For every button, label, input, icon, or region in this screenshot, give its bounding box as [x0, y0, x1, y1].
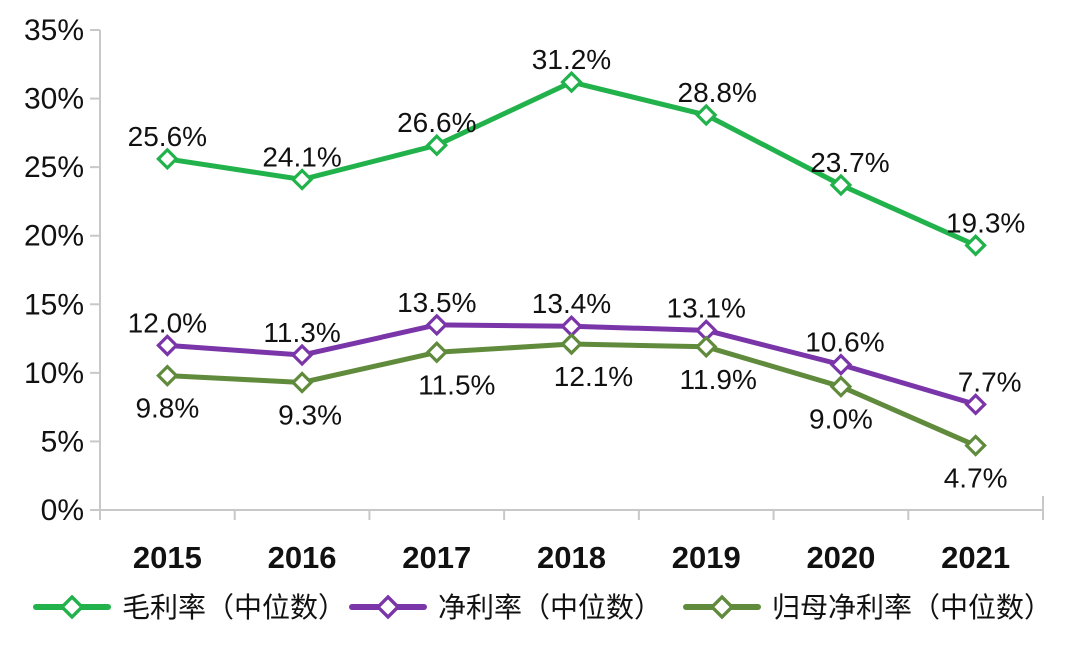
data-point-label: 13.4%	[532, 288, 611, 319]
data-point-label: 28.8%	[678, 77, 757, 108]
data-point-label: 9.0%	[809, 404, 873, 435]
data-point-label: 25.6%	[128, 121, 207, 152]
data-point-marker	[290, 343, 314, 367]
data-point-label: 11.5%	[418, 369, 495, 400]
y-tick-label: 15%	[24, 288, 84, 321]
series-2: 9.8% 9.3% 11.5% 12.1% 11.9% 9.0% 4.7%	[135, 332, 1008, 494]
data-point-marker	[964, 434, 987, 457]
legend-label: 净利率（中位数）	[438, 592, 662, 623]
data-point-marker	[425, 313, 449, 337]
x-category-label: 2015	[133, 540, 202, 575]
data-point-label: 13.1%	[667, 292, 746, 323]
x-category-label: 2016	[268, 540, 337, 575]
data-point-label: 4.7%	[944, 463, 1008, 494]
data-point-marker	[964, 234, 987, 257]
data-point-marker	[156, 364, 179, 387]
data-point-label: 11.3%	[263, 317, 340, 348]
data-point-label: 12.1%	[554, 361, 633, 392]
legend-label: 归母净利率（中位数）	[772, 592, 1052, 623]
x-category-label: 2019	[672, 540, 741, 575]
data-point-label: 26.6%	[397, 107, 476, 138]
legend-item-0: 毛利率（中位数）	[33, 592, 346, 623]
data-point-marker	[156, 334, 179, 357]
data-point-marker	[59, 594, 85, 620]
legend-item-1: 净利率（中位数）	[349, 592, 662, 623]
data-point-marker	[156, 147, 179, 171]
data-point-marker	[829, 173, 853, 197]
data-point-label: 9.8%	[135, 393, 199, 424]
y-tick-label: 25%	[24, 151, 84, 184]
data-point-label: 12.0%	[128, 307, 207, 338]
data-point-marker	[560, 70, 583, 94]
data-point-label: 9.3%	[278, 399, 342, 430]
data-point-label: 10.6%	[805, 327, 884, 358]
y-tick-label: 10%	[24, 357, 84, 390]
legend: 毛利率（中位数） 净利率（中位数） 归母净利率（中位数）	[33, 592, 1052, 623]
data-point-marker	[694, 103, 718, 127]
data-point-marker	[425, 341, 449, 364]
data-point-label: 23.7%	[810, 147, 889, 178]
data-point-marker	[694, 335, 718, 359]
data-point-marker	[829, 353, 853, 376]
legend-item-2: 归母净利率（中位数）	[683, 592, 1052, 623]
y-tick-label: 30%	[24, 83, 84, 116]
data-point-marker	[964, 393, 987, 416]
legend-label: 毛利率（中位数）	[122, 592, 346, 623]
y-tick-label: 0%	[41, 494, 84, 527]
data-point-label: 19.3%	[946, 207, 1025, 238]
y-tick-label: 35%	[24, 14, 84, 47]
data-point-label: 24.1%	[262, 141, 341, 172]
data-point-label: 31.2%	[532, 44, 611, 75]
x-category-label: 2017	[402, 540, 471, 575]
series-1: 12.0% 11.3% 13.5% 13.4% 13.1% 10.6% 7.7%	[128, 287, 1022, 416]
series-0: 25.6% 24.1% 26.6% 31.2% 28.8% 23.7% 19.3%	[128, 44, 1025, 257]
x-category-label: 2020	[806, 540, 875, 575]
data-point-label: 11.9%	[680, 364, 757, 395]
data-point-label: 13.5%	[397, 287, 476, 318]
y-tick-label: 20%	[24, 220, 84, 253]
x-category-label: 2021	[941, 540, 1010, 575]
axes: 0% 5% 10% 15% 20% 25% 30% 35% 2015 2016 2017 2018 20…	[24, 14, 1044, 575]
data-point-label: 7.7%	[958, 366, 1022, 397]
data-point-marker	[375, 594, 401, 620]
y-tick-label: 5%	[41, 425, 84, 458]
data-point-marker	[290, 168, 314, 191]
x-category-label: 2018	[537, 540, 606, 575]
data-point-marker	[290, 371, 314, 394]
data-point-marker	[560, 314, 583, 338]
data-point-marker	[560, 332, 583, 356]
data-point-marker	[829, 375, 853, 398]
data-point-marker	[709, 594, 735, 620]
data-point-marker	[425, 133, 449, 157]
